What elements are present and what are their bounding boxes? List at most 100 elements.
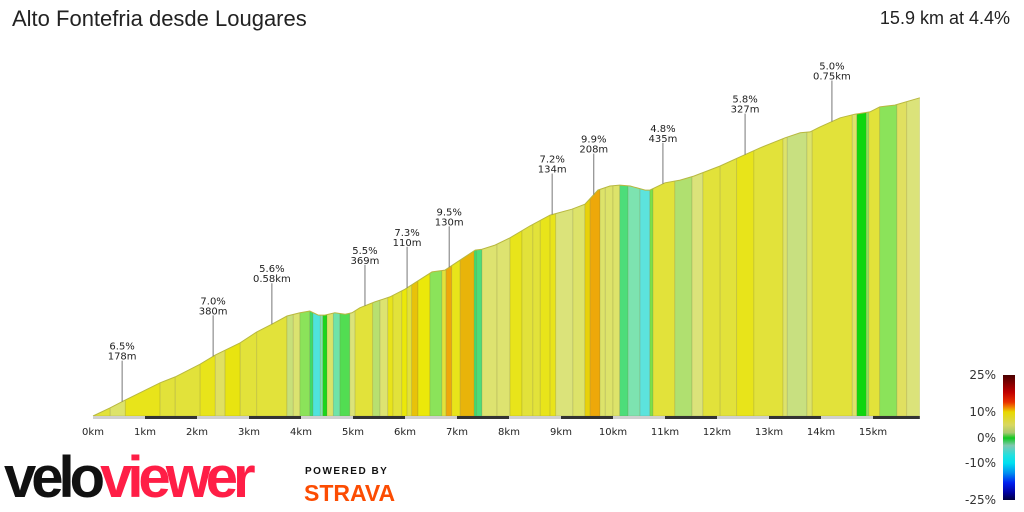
annotation-length: 327m [731,105,760,116]
veloviewer-logo: veloviewer [4,444,256,511]
x-tick-label: 6km [394,427,416,438]
annotation-grade: 5.0% [819,62,844,73]
x-tick-label: 11km [651,427,679,438]
grade-band [309,97,314,417]
legend-label: 0% [977,431,996,445]
climb-segment-annotation: 7.0%380m [199,296,228,357]
annotation-grade: 4.8% [650,124,675,135]
grade-band [879,97,898,417]
grade-band [354,97,374,417]
x-tick-label: 8km [498,427,520,438]
x-axis-km-segment [561,416,613,419]
legend-label: 25% [969,368,996,382]
x-tick-label: 2km [186,427,208,438]
x-tick-label: 3km [238,427,260,438]
climb-segment-annotation: 9.9%208m [579,135,608,195]
grade-band [851,97,858,417]
grade-band [476,97,483,417]
x-axis-km-segment [873,416,920,419]
grade-band [604,97,614,417]
grade-band [312,97,321,417]
climb-segment-annotation: 9.5%130m [435,207,464,268]
grade-band [239,97,258,417]
grade-band [326,97,334,417]
grade-band [481,97,498,417]
climb-segment-annotation: 5.8%327m [731,95,760,155]
grade-band [496,97,511,417]
grade-band [224,97,241,417]
annotation-grade: 7.0% [200,296,225,307]
grade-band [649,97,654,417]
grade-band [339,97,351,417]
x-tick-label: 10km [599,427,627,438]
annotation-length: 435m [649,134,678,145]
x-axis-km-segment [457,416,509,419]
grade-band [174,97,201,417]
logo-viewer: viewer [100,445,256,510]
legend-label: 10% [969,405,996,419]
grade-band [532,97,541,417]
profile-outline [92,97,920,417]
legend-label: -25% [965,493,996,507]
climb-segment-annotation: 7.2%134m [538,155,567,215]
climb-segment-annotation: 5.5%369m [351,246,380,306]
annotation-length: 208m [579,145,608,156]
grade-band [572,97,586,417]
climb-segment-annotation: 5.0%0.75km [813,62,851,122]
grade-legend-bar [1003,375,1015,500]
grade-band [322,97,328,417]
annotation-length: 178m [108,352,137,363]
grade-band [896,97,908,417]
grade-band [256,97,288,417]
grade-band [865,97,870,417]
grade-band [806,97,813,417]
annotation-grade: 5.5% [352,246,377,257]
strava-logo: STRAVA [304,480,396,506]
annotation-length: 0.75km [813,72,851,83]
x-tick-label: 9km [550,427,572,438]
annotation-grade: 9.5% [436,207,461,218]
grade-band [786,97,808,417]
powered-by-label: POWERED BY [305,466,389,477]
grade-band [584,97,591,417]
x-tick-label: 12km [703,427,731,438]
x-tick-label: 15km [859,427,887,438]
annotation-grade: 6.5% [109,342,134,353]
grade-band [521,97,534,417]
grade-band [906,97,920,417]
grade-band [639,97,651,417]
climb-segment-annotation: 4.8%435m [649,124,678,184]
grade-legend: 25% 10% 0% -10% -25% [965,368,1015,507]
annotation-grade: 5.6% [259,264,284,275]
grade-band [292,97,301,417]
x-tick-label: 1km [134,427,156,438]
grade-band [539,97,551,417]
grade-band [599,97,606,417]
grade-band [612,97,621,417]
x-axis-km-segment [353,416,405,419]
grade-band [473,97,478,417]
grade-band [619,97,629,417]
grade-band [349,97,356,417]
grade-band [702,97,721,417]
grade-band [509,97,523,417]
grade-band [286,97,294,417]
annotation-grade: 7.2% [539,155,564,166]
annotation-length: 110m [393,238,422,249]
x-tick-label: 7km [446,427,468,438]
grade-band [555,97,574,417]
x-axis-km-segment [249,416,301,419]
x-axis-km-segment [665,416,717,419]
grade-band [319,97,324,417]
grade-band [387,97,394,417]
annotation-grade: 7.3% [394,228,419,239]
grade-band [868,97,881,417]
annotation-length: 369m [351,256,380,267]
legend-label: -10% [965,456,996,470]
grade-band [214,97,226,417]
grade-band [549,97,557,417]
grade-band [159,97,176,417]
grade-band [372,97,381,417]
annotation-length: 134m [538,165,567,176]
